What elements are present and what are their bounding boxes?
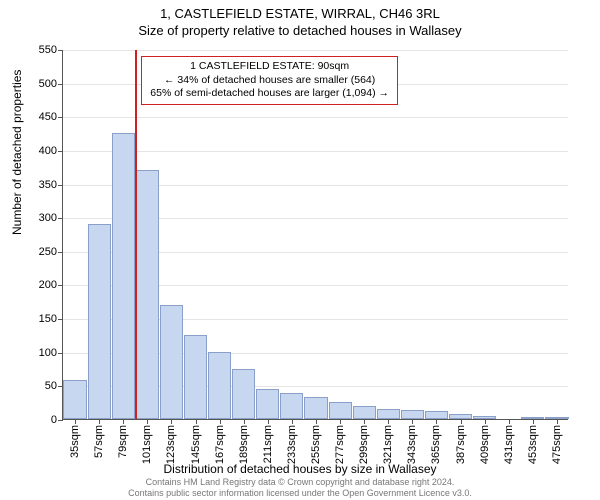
property-size-marker <box>135 50 137 419</box>
x-tick-mark <box>340 419 341 424</box>
x-tick-label: 343sqm <box>406 425 418 464</box>
x-tick-mark <box>244 419 245 424</box>
histogram-bar <box>256 389 279 419</box>
gridline <box>63 117 568 118</box>
x-tick-label: 79sqm <box>117 425 129 458</box>
callout-box: 1 CASTLEFIELD ESTATE: 90sqm← 34% of deta… <box>141 56 398 105</box>
y-tick-mark <box>58 117 63 118</box>
subtitle: Size of property relative to detached ho… <box>0 21 600 38</box>
histogram-bar <box>112 133 135 419</box>
x-tick-label: 475sqm <box>551 425 563 464</box>
x-tick-label: 167sqm <box>214 425 226 464</box>
x-tick-mark <box>436 419 437 424</box>
gridline <box>63 151 568 152</box>
y-tick-mark <box>58 252 63 253</box>
x-tick-label: 123sqm <box>165 425 177 464</box>
address-title: 1, CASTLEFIELD ESTATE, WIRRAL, CH46 3RL <box>0 0 600 21</box>
histogram-bar <box>329 402 352 419</box>
x-tick-mark <box>75 419 76 424</box>
histogram-bar <box>232 369 255 419</box>
x-tick-label: 57sqm <box>93 425 105 458</box>
histogram-bar <box>353 406 376 419</box>
y-tick-mark <box>58 185 63 186</box>
histogram-bar <box>160 305 183 419</box>
x-tick-mark <box>123 419 124 424</box>
y-tick-mark <box>58 151 63 152</box>
x-tick-label: 431sqm <box>503 425 515 464</box>
callout-line-2: 65% of semi-detached houses are larger (… <box>150 87 389 101</box>
y-tick-mark <box>58 84 63 85</box>
x-tick-mark <box>268 419 269 424</box>
y-tick-mark <box>58 319 63 320</box>
x-tick-mark <box>412 419 413 424</box>
x-tick-label: 211sqm <box>262 425 274 463</box>
x-tick-mark <box>509 419 510 424</box>
x-tick-label: 255sqm <box>310 425 322 464</box>
histogram-bar <box>136 170 159 419</box>
footer-line-2: Contains public sector information licen… <box>0 488 600 498</box>
x-tick-mark <box>485 419 486 424</box>
histogram-bar <box>304 397 327 419</box>
x-tick-mark <box>220 419 221 424</box>
x-tick-mark <box>171 419 172 424</box>
histogram-bar <box>401 410 424 419</box>
footer-attribution: Contains HM Land Registry data © Crown c… <box>0 477 600 498</box>
x-tick-label: 233sqm <box>286 425 298 464</box>
x-tick-mark <box>388 419 389 424</box>
y-tick-mark <box>58 420 63 421</box>
x-tick-mark <box>196 419 197 424</box>
callout-line-1: ← 34% of detached houses are smaller (56… <box>150 74 389 88</box>
x-tick-mark <box>99 419 100 424</box>
histogram-bar <box>88 224 111 419</box>
x-tick-label: 365sqm <box>430 425 442 464</box>
histogram-bar <box>63 380 86 419</box>
x-tick-mark <box>461 419 462 424</box>
footer-line-1: Contains HM Land Registry data © Crown c… <box>0 477 600 487</box>
y-axis-label: Number of detached properties <box>10 70 24 235</box>
x-tick-label: 101sqm <box>141 425 153 464</box>
x-tick-label: 409sqm <box>479 425 491 464</box>
x-tick-label: 35sqm <box>69 425 81 458</box>
x-tick-mark <box>147 419 148 424</box>
x-tick-mark <box>292 419 293 424</box>
x-tick-mark <box>364 419 365 424</box>
histogram-bar <box>208 352 231 419</box>
y-tick-mark <box>58 50 63 51</box>
x-tick-label: 145sqm <box>190 425 202 464</box>
x-tick-label: 189sqm <box>238 425 250 464</box>
y-tick-mark <box>58 285 63 286</box>
x-tick-mark <box>533 419 534 424</box>
x-tick-mark <box>557 419 558 424</box>
y-tick-mark <box>58 353 63 354</box>
callout-line-0: 1 CASTLEFIELD ESTATE: 90sqm <box>150 60 389 74</box>
y-tick-mark <box>58 386 63 387</box>
histogram-chart: 05010015020025030035040045050055035sqm57… <box>62 50 568 420</box>
histogram-bar <box>280 393 303 419</box>
x-tick-label: 387sqm <box>455 425 467 464</box>
x-axis-label: Distribution of detached houses by size … <box>0 462 600 476</box>
gridline <box>63 50 568 51</box>
histogram-bar <box>425 411 448 419</box>
histogram-bar <box>184 335 207 419</box>
x-tick-label: 299sqm <box>358 425 370 464</box>
x-tick-label: 453sqm <box>527 425 539 464</box>
y-tick-mark <box>58 218 63 219</box>
x-tick-mark <box>316 419 317 424</box>
x-tick-label: 277sqm <box>334 425 346 464</box>
x-tick-label: 321sqm <box>382 425 394 464</box>
histogram-bar <box>377 409 400 419</box>
